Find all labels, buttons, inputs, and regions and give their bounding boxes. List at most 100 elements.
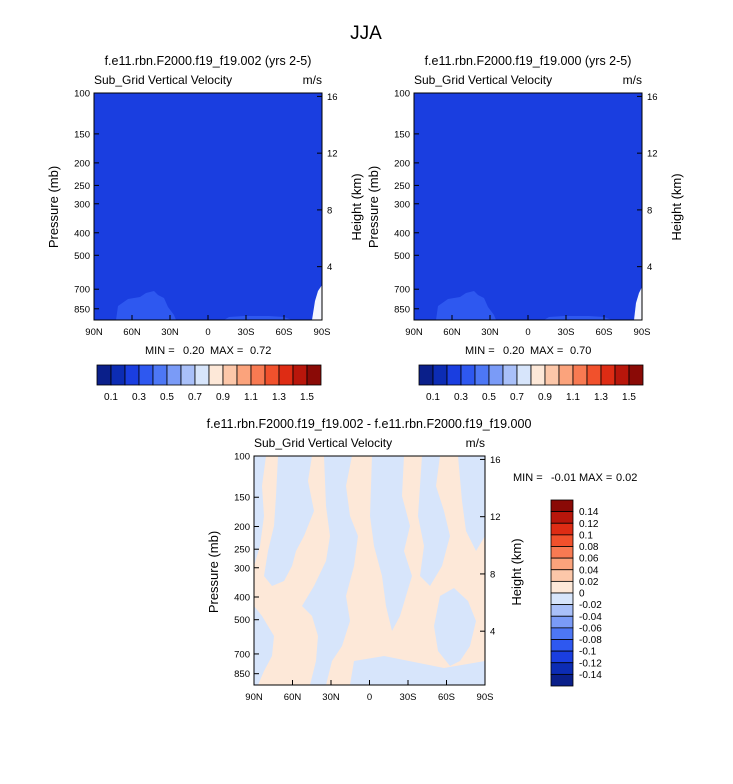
p3-y-right-tick-label: 8	[490, 569, 495, 580]
panel-3-y-axis-right: 16 12 8 4	[480, 455, 501, 638]
panel-1-x-axis: 90N 60N 30N 0 30S 60S 90S	[85, 315, 330, 338]
p2-x-tick-label: 0	[525, 327, 530, 338]
cb2-swatch	[572, 364, 588, 386]
cb2-swatch	[474, 364, 490, 386]
panel-2-colorbar: 0.1 0.3 0.5 0.7 0.9 1.1 1.3 1.5	[418, 364, 644, 403]
cb3-swatch	[550, 650, 574, 664]
panel-2-variable-label: Sub_Grid Vertical Velocity	[414, 73, 552, 87]
cb1-swatch	[292, 364, 308, 386]
panel-1-max-value: 0.72	[250, 345, 271, 357]
panel-3-negative-region-west	[254, 456, 314, 685]
p1-x-tick-label: 0	[205, 327, 210, 338]
cb3-swatch	[550, 604, 574, 617]
cb1-swatch	[278, 364, 294, 386]
p3-y-tick-label: 250	[234, 545, 250, 556]
cb3-swatch	[550, 569, 574, 582]
p2-y-right-tick-label: 12	[647, 149, 658, 160]
cb3-label: -0.1	[579, 647, 597, 658]
cb1-swatch	[236, 364, 252, 386]
panel-2-y-label: Pressure (mb)	[366, 166, 381, 248]
panel-1-y-axis-right: 16 12 8 4	[317, 92, 338, 273]
cb1-swatch	[208, 364, 224, 386]
panel-2-y-axis: 100 150 200 250 300 400 500 700 850	[394, 89, 419, 315]
panel-2-field	[414, 93, 642, 320]
cb1-swatch	[194, 364, 210, 386]
p1-y-right-tick-label: 16	[327, 92, 338, 103]
p3-x-tick-label: 0	[367, 692, 372, 703]
cb2-label: 0.1	[426, 392, 440, 403]
panel-3-negative-region-east	[350, 456, 485, 685]
cb2-swatch	[488, 364, 504, 386]
cb3-label: 0.02	[579, 577, 599, 588]
p3-x-tick-label: 30S	[400, 692, 417, 703]
cb2-swatch	[516, 364, 532, 386]
panel-2-title: f.e11.rbn.F2000.f19_f19.000 (yrs 2-5)	[425, 54, 632, 68]
cb3-swatch	[550, 522, 574, 536]
cb1-label: 0.3	[132, 392, 146, 403]
cb1-label: 1.5	[300, 392, 314, 403]
cb2-swatch	[586, 364, 602, 386]
p3-y-right-tick-label: 4	[490, 627, 495, 638]
cb2-swatch	[558, 364, 574, 386]
p2-y-tick-label: 400	[394, 228, 410, 239]
figure-title: JJA	[350, 23, 382, 44]
panel-3-min-value: -0.01	[551, 472, 576, 484]
p2-x-tick-label: 30N	[481, 327, 499, 338]
panel-3-y-axis: 100 150 200 250 300 400 500 700 850	[234, 452, 259, 680]
cb2-swatch	[628, 364, 644, 386]
p1-x-tick-label: 90N	[85, 327, 103, 338]
cb1-swatch	[306, 364, 322, 386]
panel-1-field	[94, 93, 322, 320]
cb2-swatch	[446, 364, 462, 386]
panel-1-min-value: 0.20	[183, 345, 204, 357]
p1-y-tick-label: 500	[74, 251, 90, 262]
cb2-label: 0.3	[454, 392, 468, 403]
p1-y-right-tick-label: 4	[327, 262, 332, 273]
p3-y-tick-label: 150	[234, 493, 250, 504]
cb3-swatch	[550, 557, 574, 571]
cb3-label: 0.04	[579, 565, 599, 576]
cb3-label: 0.1	[579, 530, 593, 541]
panel-2-pole-patch	[634, 287, 642, 320]
p2-y-right-tick-label: 16	[647, 92, 658, 103]
cb2-swatch	[502, 364, 518, 386]
panel-3-y-label: Pressure (mb)	[206, 531, 221, 613]
p2-y-tick-label: 150	[394, 129, 410, 140]
cb1-label: 1.3	[272, 392, 286, 403]
cb2-swatch	[530, 364, 546, 386]
cb2-swatch	[460, 364, 476, 386]
p2-y-tick-label: 300	[394, 199, 410, 210]
p3-y-tick-label: 300	[234, 563, 250, 574]
p3-y-tick-label: 100	[234, 452, 250, 463]
cb1-label: 0.1	[104, 392, 118, 403]
cb3-swatch	[550, 580, 574, 594]
p3-x-tick-label: 30N	[322, 692, 340, 703]
p1-y-right-tick-label: 12	[327, 149, 338, 160]
p1-y-right-tick-label: 8	[327, 205, 332, 216]
cb2-label: 0.7	[510, 392, 524, 403]
panel-1-variable-label: Sub_Grid Vertical Velocity	[94, 73, 232, 87]
panel-2-min-value: 0.20	[503, 345, 524, 357]
p3-y-tick-label: 700	[234, 649, 250, 660]
p2-x-tick-label: 60N	[443, 327, 461, 338]
panel-2-max-label: MAX =	[530, 345, 563, 357]
cb3-swatch	[550, 639, 574, 652]
cb3-swatch	[550, 627, 574, 640]
cb2-swatch	[432, 364, 448, 386]
cb2-swatch	[600, 364, 616, 386]
p1-y-tick-label: 300	[74, 199, 90, 210]
p3-x-tick-label: 60N	[284, 692, 302, 703]
cb3-label: 0	[579, 589, 585, 600]
cb2-swatch	[544, 364, 560, 386]
p2-x-tick-label: 90N	[405, 327, 423, 338]
panel-1-max-label: MAX =	[210, 345, 243, 357]
cb1-swatch	[96, 364, 112, 386]
panel-1-y-axis: 100 150 200 250 300 400 500 700 850	[74, 89, 99, 315]
panel-1-title: f.e11.rbn.F2000.f19_f19.002 (yrs 2-5)	[105, 54, 312, 68]
cb3-label: 0.06	[579, 554, 599, 565]
p2-y-right-tick-label: 4	[647, 262, 652, 273]
cb3-label: -0.12	[579, 658, 602, 669]
cb1-swatch	[124, 364, 140, 386]
panel-2-units: m/s	[623, 73, 642, 87]
panel-1-surface-patch	[224, 316, 292, 320]
